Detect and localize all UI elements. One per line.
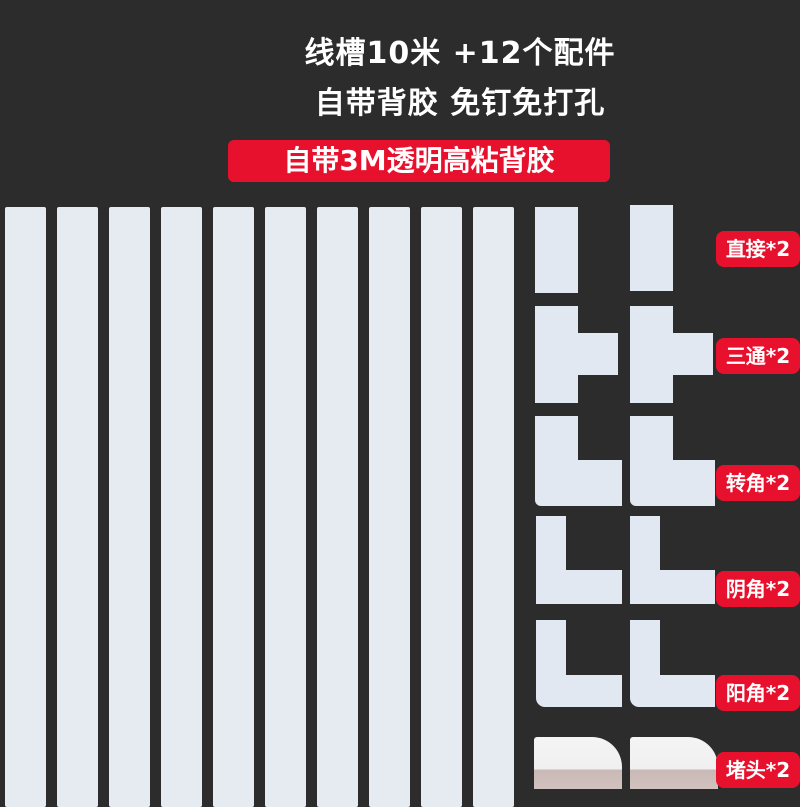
cable-channel-strip [213, 207, 254, 807]
cable-channel-strip [5, 207, 46, 807]
label-straight: 直接*2 [716, 231, 800, 267]
headline-line-1: 线槽10米 +12个配件 [304, 36, 616, 71]
cable-channel-strip [317, 207, 358, 807]
label-corner: 转角*2 [716, 465, 800, 501]
label-end-cap: 堵头*2 [716, 752, 800, 788]
headline-line-2: 自带背胶 免钉免打孔 [314, 86, 606, 121]
cable-channel-strip [109, 207, 150, 807]
label-inner-corner: 阴角*2 [716, 571, 800, 607]
label-outer-corner: 阳角*2 [716, 675, 800, 711]
cable-channel-strip [161, 207, 202, 807]
cable-channel-strip [265, 207, 306, 807]
straight-connector [535, 207, 578, 293]
label-tee: 三通*2 [716, 338, 800, 374]
end-cap [534, 737, 622, 789]
cable-channel-strip [421, 207, 462, 807]
cable-channel-strip [369, 207, 410, 807]
straight-connector [630, 205, 673, 291]
cable-channel-strip [57, 207, 98, 807]
end-cap [630, 737, 718, 789]
cable-channel-strip [473, 207, 514, 807]
adhesive-banner: 自带3M透明高粘背胶 [228, 140, 610, 182]
